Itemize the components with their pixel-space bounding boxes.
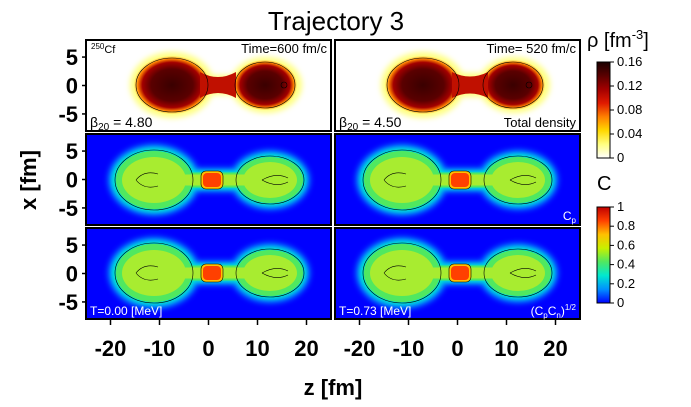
y-tick-label: 0 <box>66 168 78 193</box>
c-colorbar <box>596 206 611 304</box>
y-tick-label: -5 <box>58 102 78 127</box>
density-colorbar-tick-label: 0 <box>617 150 624 165</box>
x-tick-label: -20 <box>95 336 127 361</box>
temperature-label-0: T=0.00 [MeV] <box>90 304 162 318</box>
cpcn-shape-t0 <box>108 237 310 309</box>
x-tick-label: -20 <box>344 336 376 361</box>
y-tick-label: 0 <box>66 262 78 287</box>
nucleus-label: 250Cf <box>91 42 116 56</box>
c-colorbar-tick-label: 0 <box>617 295 624 310</box>
total-density-label: Total density <box>504 115 577 130</box>
density-colorbar-tick-label: 0.04 <box>617 126 642 141</box>
density-colorbar-tick-label: 0.16 <box>617 54 642 69</box>
y-tick-label: 5 <box>66 233 78 258</box>
x-tick-label: 0 <box>451 336 463 361</box>
density-colorbar-label: ρ [fm-3] <box>587 27 649 52</box>
cp-label: Cp <box>563 209 577 225</box>
density-colorbar-ticks: 0.16 0.12 0.08 0.04 0 <box>610 54 642 165</box>
y-tick-label: -5 <box>58 196 78 221</box>
time-label-600: Time=600 fm/c <box>241 41 327 56</box>
c-colorbar-tick-label: 0.4 <box>617 257 635 272</box>
x-tick-label: 10 <box>245 336 269 361</box>
temperature-label-073: T=0.73 [MeV] <box>339 304 411 318</box>
x-axis-group: -20 -10 0 10 20 -20 -10 0 10 20 <box>95 319 568 361</box>
cpcn-shape-t073 <box>356 237 558 309</box>
x-tick-label: -10 <box>393 336 425 361</box>
density-colorbar <box>596 61 611 159</box>
c-colorbar-tick-label: 0.2 <box>617 276 635 291</box>
x-tick-label: -10 <box>144 336 176 361</box>
y-axis-label: x [fm] <box>16 150 41 210</box>
y-tick-label: 5 <box>66 139 78 164</box>
c-colorbar-tick-label: 1 <box>617 199 624 214</box>
density-colorbar-tick-label: 0.08 <box>617 102 642 117</box>
density-shape-520 <box>381 52 550 118</box>
c-colorbar-tick-label: 0.6 <box>617 237 635 252</box>
x-tick-label: 0 <box>202 336 214 361</box>
x-tick-label: 10 <box>494 336 518 361</box>
y-tick-label: 5 <box>66 45 78 70</box>
density-shape-600 <box>130 52 302 118</box>
cp-shape-t0 <box>108 144 310 216</box>
time-label-520: Time= 520 fm/c <box>487 41 577 56</box>
beta-label-450: β20 = 4.50 <box>339 114 402 133</box>
c-colorbar-tick-label: 0.8 <box>617 218 635 233</box>
x-axis-label: z [fm] <box>304 375 363 400</box>
c-colorbar-ticks: 1 0.8 0.6 0.4 0.2 0 <box>610 199 635 310</box>
cp-shape-t073 <box>356 144 558 216</box>
x-tick-label: 20 <box>543 336 567 361</box>
chart-title: Trajectory 3 <box>268 6 404 36</box>
y-tick-label: -5 <box>58 290 78 315</box>
y-axis-group: 5 0 -5 5 0 -5 5 0 -5 <box>58 45 86 315</box>
cpcn-label: (CpCn)1/2 <box>531 303 577 320</box>
c-colorbar-label: C <box>597 173 611 195</box>
density-colorbar-tick-label: 0.12 <box>617 78 642 93</box>
x-tick-label: 20 <box>294 336 318 361</box>
beta-label-480: β20 = 4.80 <box>90 114 153 133</box>
y-tick-label: 0 <box>66 74 78 99</box>
